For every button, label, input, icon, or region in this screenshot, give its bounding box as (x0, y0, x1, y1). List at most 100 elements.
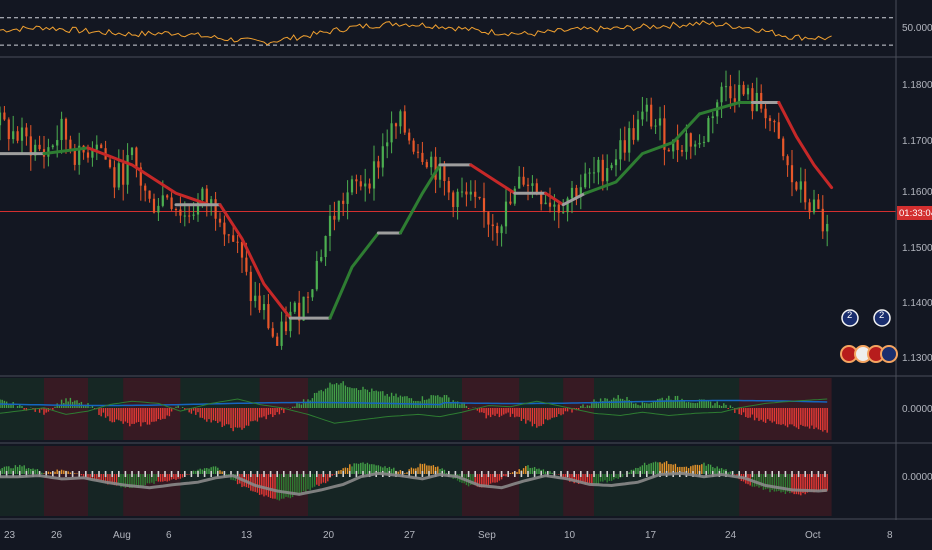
osc-bar (509, 473, 512, 474)
macd-bar (201, 408, 204, 418)
osc-bar (219, 470, 221, 474)
rsi-pane[interactable] (0, 17, 896, 46)
candle-body (491, 224, 494, 227)
macd-bar (509, 408, 512, 417)
macd-bar (395, 393, 397, 408)
osc-zero-marker (45, 471, 47, 477)
candle-body (768, 118, 772, 121)
osc-bar (423, 463, 426, 474)
osc-bar (212, 466, 215, 474)
macd-bar (665, 398, 668, 408)
osc-zero-marker (263, 471, 265, 477)
osc-bar (650, 463, 652, 474)
osc-bar (729, 471, 732, 474)
osc-zero-marker (243, 471, 245, 477)
osc-bar (388, 466, 391, 474)
candle-body (658, 118, 662, 126)
osc-bar (19, 464, 21, 474)
macd-bar (69, 397, 72, 408)
macd-bar (289, 408, 292, 409)
osc-bar (412, 468, 415, 474)
osc-bar (498, 474, 501, 481)
osc-zero-marker (250, 471, 252, 477)
event-icon-eu[interactable] (841, 309, 859, 327)
macd-bar (118, 408, 120, 421)
osc-zero-marker (514, 471, 516, 477)
candle-body (108, 159, 112, 168)
macd-bar (494, 408, 496, 416)
macd-bar (500, 408, 503, 416)
macd-bar (450, 401, 452, 408)
event-icons[interactable]: 2 2 (840, 309, 898, 363)
osc-zero-marker (197, 471, 199, 477)
osc-bar (410, 467, 413, 474)
macd-bar (630, 400, 633, 408)
osc-bar (93, 474, 96, 480)
osc-bar (593, 474, 595, 485)
candle-body (86, 152, 90, 158)
macd-bar (540, 408, 542, 426)
osc-bar (115, 474, 118, 486)
osc-bar (769, 474, 771, 493)
osc-bar (419, 463, 421, 474)
osc-bar (639, 466, 641, 474)
event-icon-us-4[interactable] (880, 345, 898, 363)
osc-bar (109, 474, 111, 483)
event-icon-eu-2[interactable] (873, 309, 891, 327)
trend-line-segment-6 (328, 231, 380, 320)
osc-bar (153, 474, 155, 484)
osc-bar (562, 474, 564, 480)
osc-bar (254, 474, 256, 492)
oscillator-pane[interactable] (0, 446, 832, 516)
macd-bar (243, 408, 245, 429)
macd-pane[interactable] (0, 378, 832, 440)
candle-body (610, 165, 613, 169)
macd-bar (740, 408, 743, 415)
osc-zero-marker (276, 471, 278, 477)
osc-bar (155, 474, 157, 482)
macd-bar (142, 408, 144, 423)
candle-body (51, 145, 54, 148)
osc-zero-marker (177, 471, 179, 477)
osc-zero-marker (606, 471, 608, 477)
osc-zero-marker (217, 471, 219, 477)
price-pane[interactable] (0, 70, 896, 350)
osc-zero-marker (804, 471, 806, 477)
macd-bar (487, 408, 490, 416)
osc-zero-marker (25, 471, 28, 477)
osc-bar (124, 474, 127, 488)
osc-bar (476, 474, 479, 487)
macd-bar (775, 408, 778, 425)
candle-body (724, 86, 728, 88)
macd-bar (318, 390, 320, 408)
candle-body (826, 223, 829, 232)
osc-bar (133, 474, 135, 488)
osc-bar (140, 474, 142, 488)
candle-body (179, 209, 182, 216)
candle-body (73, 149, 76, 165)
osc-bar (47, 471, 50, 474)
candle-body (359, 181, 362, 187)
osc-zero-marker (415, 471, 417, 477)
macd-bar (307, 399, 309, 408)
macd-bar (819, 408, 822, 431)
osc-bar (615, 474, 617, 479)
candle-body (64, 118, 68, 140)
macd-bar (789, 408, 791, 425)
osc-zero-marker (527, 471, 529, 477)
osc-bar (67, 471, 69, 474)
osc-bar (285, 474, 287, 497)
candle-body (584, 173, 587, 188)
macd-bar (329, 382, 331, 408)
macd-bar (599, 398, 602, 408)
candle-body (122, 163, 125, 185)
osc-bar (610, 474, 613, 481)
macd-bar (399, 395, 402, 408)
x-tick-27: 27 (404, 530, 416, 541)
x-tick-oct: Oct (805, 530, 821, 541)
macd-bar (113, 408, 116, 423)
macd-bar (206, 408, 208, 422)
osc-bar (445, 473, 448, 474)
osc-zero-marker (474, 471, 476, 477)
